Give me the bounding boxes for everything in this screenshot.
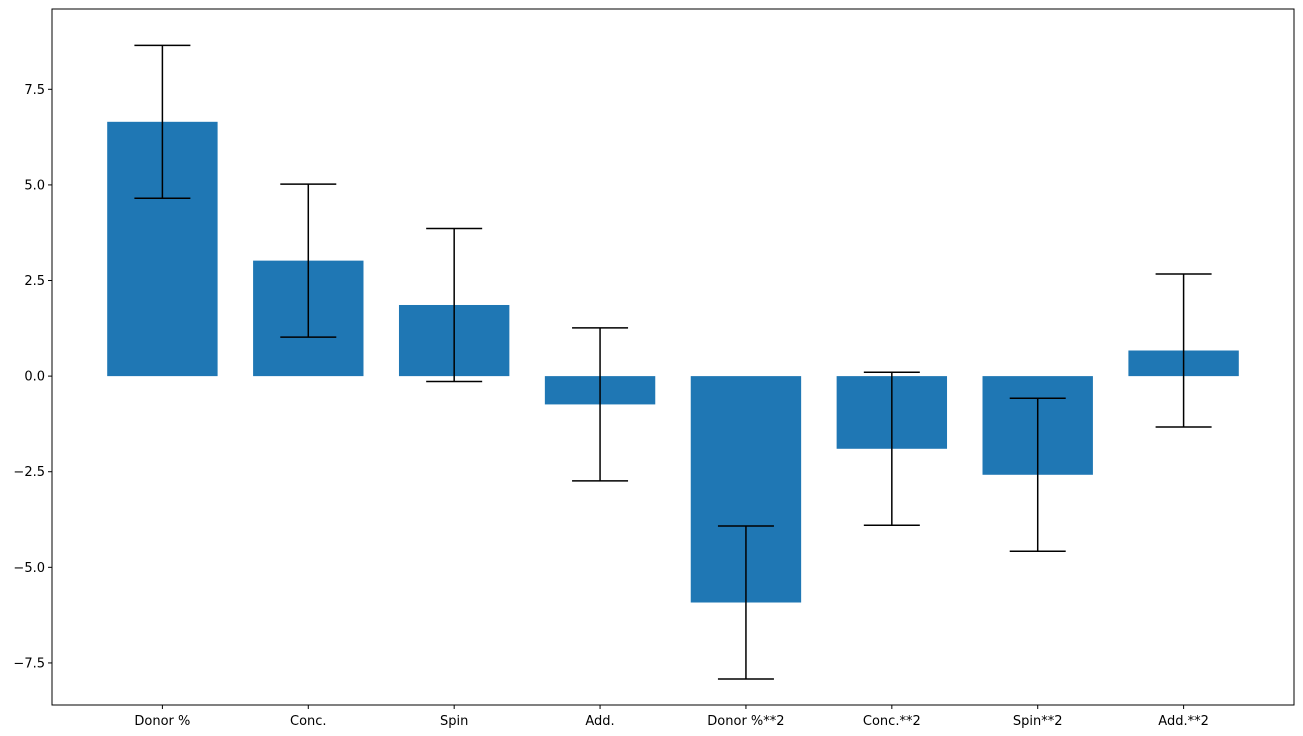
error-bar-6 [1009, 397, 1066, 553]
x-tick-label-5: Conc.**2 [863, 714, 921, 729]
bars-layer [107, 121, 1239, 603]
y-tick-label-5: 5.0 [24, 178, 45, 193]
axes-layer: −7.5 −5.0 −2.5 0.0 2.5 5.0 7.5 Donor % Conc. Spin… [13, 8, 1295, 729]
error-bar-2 [426, 227, 483, 383]
y-tick-label-2: −2.5 [13, 465, 45, 480]
error-bar-5 [863, 371, 920, 527]
y-tick-label-3: 0.0 [24, 370, 45, 385]
error-bars-layer [134, 44, 1212, 680]
error-bar-0 [134, 44, 191, 200]
x-tick-label-2: Spin [440, 714, 468, 729]
y-tick-label-6: 7.5 [24, 83, 45, 98]
x-tick-label-1: Conc. [290, 714, 327, 729]
x-tick-label-7: Add.**2 [1158, 714, 1209, 729]
x-tick-label-3: Add. [585, 714, 614, 729]
y-tick-label-1: −5.0 [13, 561, 45, 576]
error-bar-7 [1155, 273, 1212, 428]
plot-frame [51, 8, 1295, 706]
x-tick-label-4: Donor %**2 [707, 714, 784, 729]
error-bar-1 [280, 183, 337, 338]
x-tick-label-0: Donor % [134, 714, 190, 729]
y-tick-label-4: 2.5 [24, 274, 45, 289]
y-tick-label-0: −7.5 [13, 656, 45, 671]
error-bar-4 [717, 525, 774, 680]
error-bar-3 [572, 327, 629, 482]
x-tick-label-6: Spin**2 [1013, 714, 1063, 729]
